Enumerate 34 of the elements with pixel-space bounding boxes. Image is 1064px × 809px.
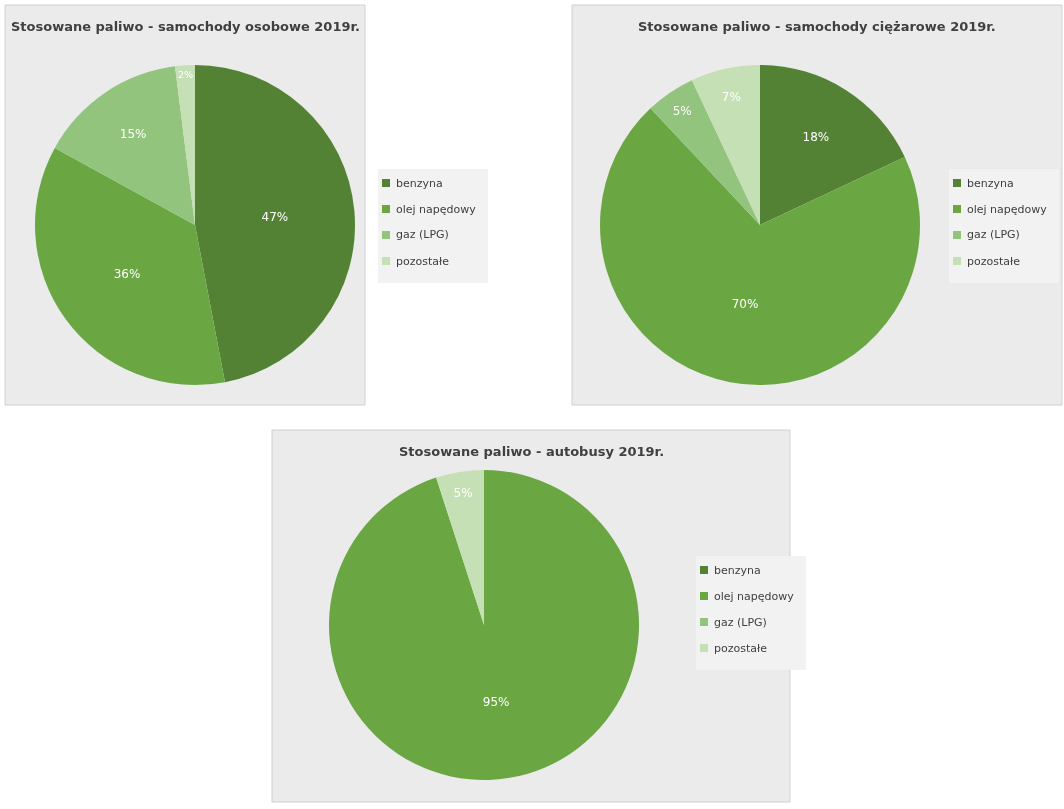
pie-slice (691, 65, 760, 225)
data-label: 18% (802, 130, 830, 145)
pie-slice (54, 66, 195, 225)
legend-label: pozostałe (714, 642, 768, 655)
legend-label: pozostałe (967, 255, 1021, 268)
pie-slice (760, 65, 905, 225)
legend-label: gaz (LPG) (967, 228, 1020, 241)
chart-title: Stosowane paliwo - samochody ciężarowe 2019r. (638, 19, 996, 34)
data-label: 5% (453, 485, 473, 500)
pie-slice (35, 147, 225, 385)
pie-slice (600, 108, 920, 385)
data-label: 2% (177, 68, 194, 80)
data-label: 15% (119, 126, 147, 141)
legend-label: benzyna (967, 177, 1014, 190)
legend-label: gaz (LPG) (714, 616, 767, 629)
data-label: 7% (721, 89, 741, 104)
chart-title: Stosowane paliwo - autobusy 2019r. (399, 444, 665, 459)
data-label: 47% (261, 210, 289, 225)
pie-slice (436, 470, 484, 625)
data-label: 5% (672, 103, 692, 118)
legend-label: olej napędowy (714, 590, 795, 603)
legend-label: pozostałe (396, 255, 450, 268)
legend-label: olej napędowy (967, 203, 1048, 216)
pie-slice (329, 470, 639, 780)
data-label: 95% (482, 694, 510, 709)
pie-slice (195, 65, 355, 383)
legend-label: benzyna (396, 177, 443, 190)
data-label: 70% (731, 296, 759, 311)
legend-label: olej napędowy (396, 203, 477, 216)
legend-label: gaz (LPG) (396, 228, 449, 241)
pie-slice (650, 80, 760, 225)
data-label: 36% (113, 267, 141, 282)
chart-title: Stosowane paliwo - samochody osobowe 2019r. (11, 19, 360, 34)
legend-label: benzyna (714, 564, 761, 577)
